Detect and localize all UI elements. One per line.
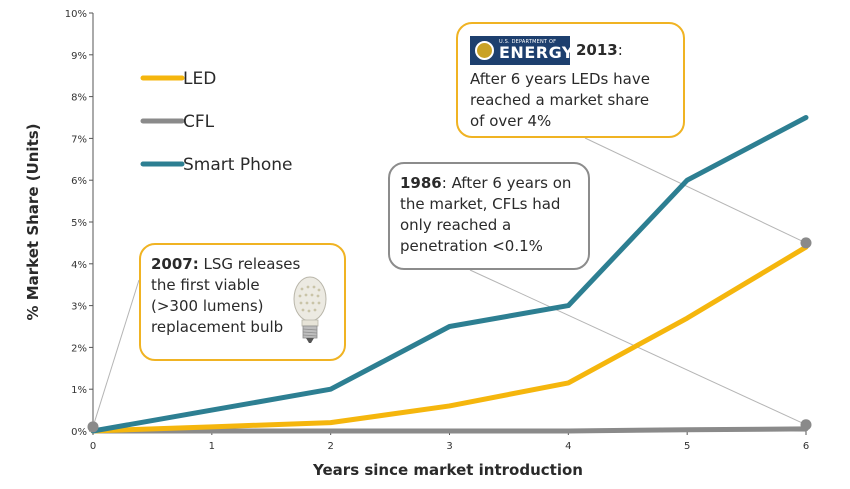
series-line-smart-phone (90, 115, 809, 434)
legend-label: LED (183, 69, 216, 89)
y-tick-label: 4% (71, 260, 87, 271)
data-marker (800, 419, 812, 431)
doe-logo-small-text: U.S. DEPARTMENT OF (499, 39, 557, 45)
legend-label: Smart Phone (183, 155, 293, 175)
callout-1986-text-1: : After 6 years on (441, 174, 572, 192)
connector-2013 (584, 137, 807, 244)
y-tick-label: 5% (71, 218, 87, 229)
y-tick-label: 10% (65, 9, 87, 20)
callout-2007-text-1: LSG releases (198, 255, 301, 273)
led-bulb-icon (293, 276, 327, 343)
callout-2013: U.S. DEPARTMENT OF ENERGY 2013: After 6 … (456, 22, 685, 138)
callout-2007: 2007: LSG releases the first viable (>30… (139, 243, 346, 361)
callout-2013-year: 2013 (576, 41, 618, 59)
y-tick-label: 2% (71, 343, 87, 354)
y-tick-label: 3% (71, 302, 87, 313)
callout-1986-year: 1986 (400, 174, 442, 192)
callout-2007-line-1: 2007: LSG releases (151, 254, 334, 275)
connector-2007 (92, 279, 140, 427)
x-tick-label: 3 (446, 441, 452, 452)
x-tick-label: 6 (803, 441, 809, 452)
callout-2007-line-4: replacement bulb (151, 318, 284, 336)
callout-2007-line-2: the first viable (151, 276, 260, 294)
series-line-led (90, 244, 809, 434)
callout-2007-year: 2007: (151, 255, 199, 273)
callout-2013-line-3: of over 4% (470, 112, 552, 130)
y-tick-label: 9% (71, 51, 87, 62)
x-axis-label: Years since market introduction (312, 461, 583, 479)
doe-logo-big-text: ENERGY (499, 43, 574, 62)
doe-logo: U.S. DEPARTMENT OF ENERGY (470, 36, 573, 65)
x-tick-label: 1 (209, 441, 215, 452)
y-tick-label: 8% (71, 93, 87, 104)
callout-1986-line-1: 1986: After 6 years on (400, 173, 578, 194)
y-tick-label: 0% (71, 427, 87, 438)
x-tick-label: 4 (565, 441, 571, 452)
x-tick-label: 2 (327, 441, 333, 452)
callout-1986-line-2: the market, CFLs had (400, 195, 561, 213)
callout-2013-line-2: reached a market share (470, 91, 650, 109)
callout-1986-line-4: penetration <0.1% (400, 237, 543, 255)
series-line-cfl (90, 426, 809, 434)
chart-series (90, 115, 809, 434)
callout-2013-header: U.S. DEPARTMENT OF ENERGY 2013: (470, 36, 671, 65)
y-tick-label: 1% (71, 385, 87, 396)
callout-1986-line-3: only reached a (400, 216, 512, 234)
doe-seal-icon (475, 41, 494, 60)
chart-legend: LED CFL Smart Phone (140, 69, 293, 175)
callout-1986: 1986: After 6 years on the market, CFLs … (388, 162, 590, 270)
x-tick-label: 0 (90, 441, 96, 452)
x-tick-label: 5 (684, 441, 690, 452)
callout-2013-line-1: After 6 years LEDs have (470, 70, 650, 88)
chart-markers (87, 237, 812, 433)
legend-label: CFL (183, 112, 215, 132)
callout-2013-year-suffix: : (617, 41, 623, 59)
y-tick-label: 6% (71, 176, 87, 187)
y-tick-label: 7% (71, 134, 87, 145)
data-marker (800, 237, 812, 249)
y-axis-label: % Market Share (Units) (24, 123, 42, 320)
callout-2007-line-3: (>300 lumens) (151, 297, 264, 315)
data-marker (87, 421, 99, 433)
